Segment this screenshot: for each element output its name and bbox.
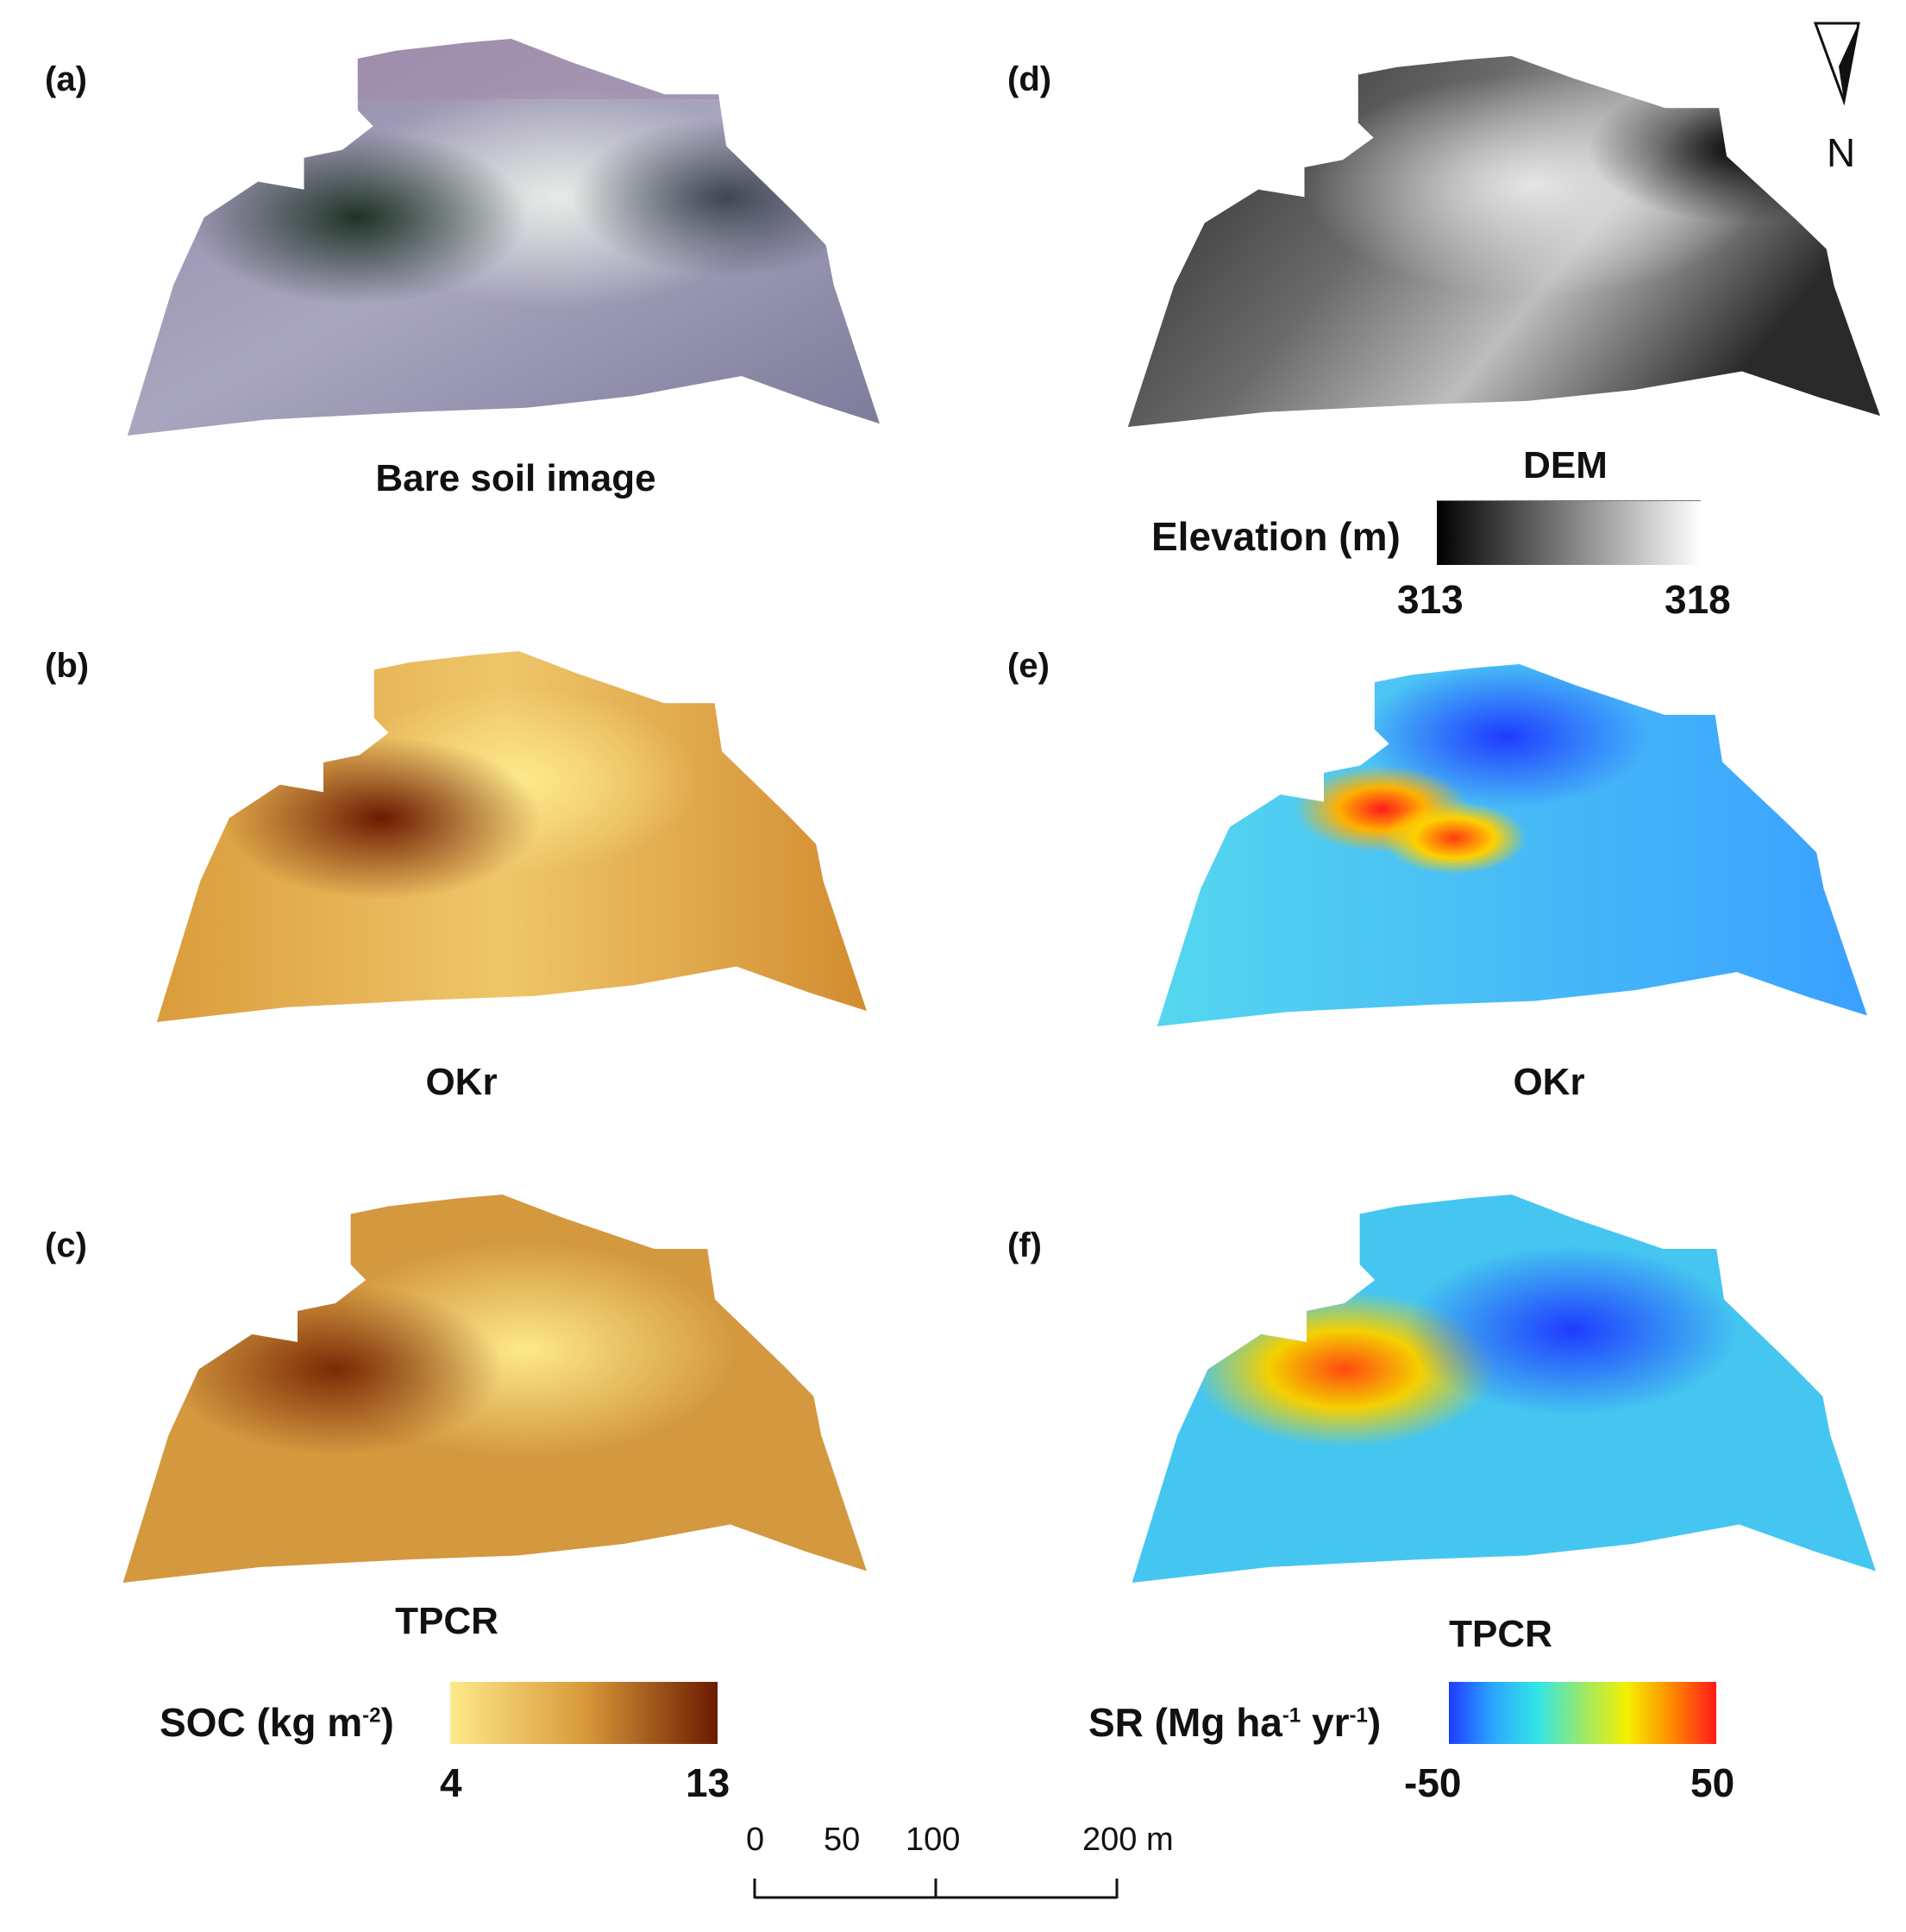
- soc-min: 4: [440, 1760, 462, 1805]
- sr-label-main: SR (Mg ha: [1088, 1700, 1282, 1745]
- bare-soil-image: [127, 39, 880, 436]
- dem-map: [1127, 56, 1880, 427]
- panel-label-e: (e): [1007, 647, 1050, 685]
- caption-okr-soc: OKr: [425, 1061, 498, 1103]
- caption-bare-soil: Bare soil image: [375, 457, 656, 499]
- sr-label-sup1: -1: [1282, 1703, 1301, 1728]
- elevation-legend-label: Elevation (m): [1151, 514, 1401, 559]
- scale-label-50: 50: [824, 1822, 861, 1858]
- sr-label-end: ): [1367, 1700, 1382, 1745]
- soc-label-main: SOC (kg m: [160, 1700, 363, 1745]
- caption-dem: DEM: [1523, 444, 1608, 486]
- soc-tpcr-map: [122, 1195, 867, 1583]
- sr-min: -50: [1404, 1760, 1462, 1805]
- scale-label-200m: 200 m: [1082, 1822, 1174, 1858]
- north-label: N: [1827, 130, 1856, 175]
- elevation-colorbar: [1437, 500, 1701, 565]
- scale-label-0: 0: [746, 1822, 765, 1858]
- scale-bar: [753, 1879, 1119, 1899]
- soc-label-end: ): [380, 1700, 394, 1745]
- panel-label-c: (c): [45, 1226, 87, 1264]
- caption-tpcr-soc: TPCR: [395, 1600, 498, 1642]
- sr-legend-label: SR (Mg ha-1 yr-1): [1088, 1699, 1381, 1746]
- panel-label-f: (f): [1007, 1226, 1042, 1264]
- elevation-min: 313: [1397, 577, 1464, 622]
- panel-label-a: (a): [45, 60, 87, 98]
- sr-colorbar: [1449, 1682, 1716, 1744]
- soc-okr-map: [156, 651, 867, 1022]
- panel-label-b: (b): [45, 647, 90, 685]
- sr-label-sup2: -1: [1349, 1703, 1368, 1728]
- elevation-max: 318: [1665, 577, 1731, 622]
- sr-label-mid: yr: [1301, 1700, 1350, 1745]
- soc-max: 13: [686, 1760, 730, 1805]
- soc-legend-label: SOC (kg m-2): [160, 1699, 394, 1746]
- soc-colorbar: [450, 1682, 718, 1744]
- scale-label-100: 100: [906, 1822, 961, 1858]
- elevation-tick: [1437, 500, 1701, 502]
- soc-label-sup: -2: [362, 1703, 381, 1728]
- sr-tpcr-map: [1132, 1195, 1876, 1583]
- panel-label-d: (d): [1007, 60, 1052, 98]
- sr-okr-map: [1157, 664, 1867, 1026]
- north-arrow-icon: [1813, 22, 1860, 106]
- sr-max: 50: [1690, 1760, 1735, 1805]
- caption-okr-sr: OKr: [1513, 1061, 1585, 1103]
- caption-tpcr-sr: TPCR: [1449, 1613, 1552, 1655]
